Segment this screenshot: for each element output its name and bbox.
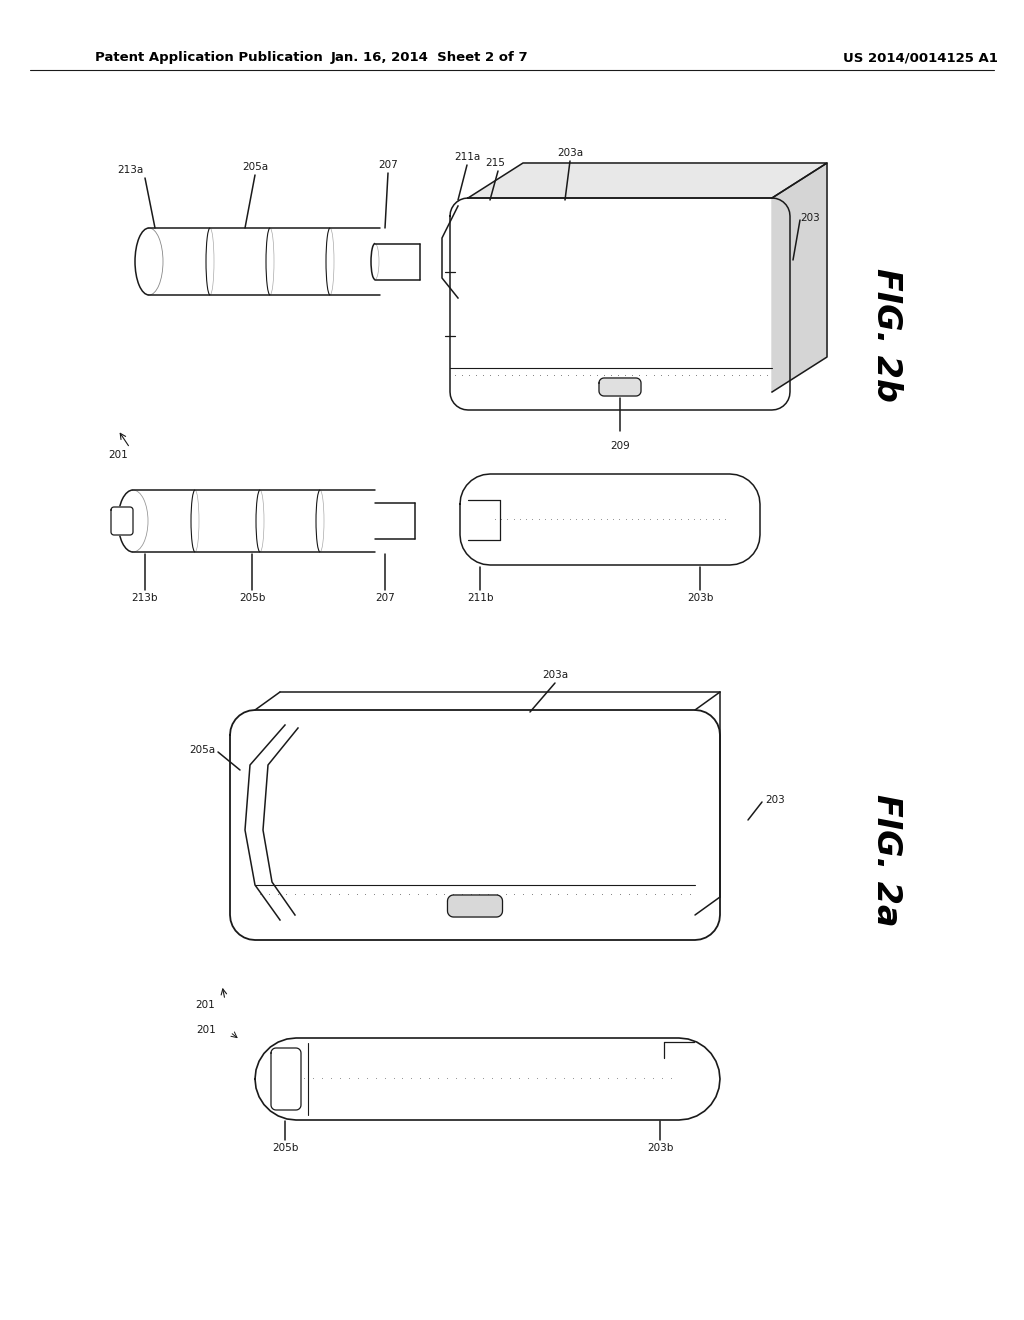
Text: 203: 203: [765, 795, 784, 805]
Text: 201: 201: [108, 450, 128, 459]
Text: 203: 203: [800, 213, 820, 223]
Polygon shape: [271, 1048, 301, 1110]
Text: Patent Application Publication: Patent Application Publication: [95, 51, 323, 65]
Text: 201: 201: [195, 1001, 215, 1010]
Text: 207: 207: [375, 593, 395, 603]
Text: 209: 209: [610, 441, 630, 451]
Text: 203a: 203a: [557, 148, 583, 158]
Polygon shape: [468, 162, 827, 198]
Text: Jan. 16, 2014  Sheet 2 of 7: Jan. 16, 2014 Sheet 2 of 7: [331, 51, 528, 65]
Polygon shape: [255, 1038, 720, 1119]
Text: 205a: 205a: [188, 744, 215, 755]
Text: 203b: 203b: [647, 1143, 673, 1152]
Polygon shape: [599, 378, 641, 396]
Polygon shape: [772, 162, 827, 392]
Polygon shape: [230, 710, 720, 940]
Text: 207: 207: [378, 160, 398, 170]
Text: 211a: 211a: [454, 152, 480, 162]
Polygon shape: [111, 507, 133, 535]
Text: 205a: 205a: [242, 162, 268, 172]
Polygon shape: [450, 198, 790, 411]
Text: 213a: 213a: [117, 165, 143, 176]
Text: 215: 215: [485, 158, 505, 168]
Polygon shape: [460, 474, 760, 565]
Text: 213b: 213b: [132, 593, 159, 603]
Text: 205b: 205b: [239, 593, 265, 603]
Text: FIG. 2a: FIG. 2a: [870, 793, 903, 927]
Text: US 2014/0014125 A1: US 2014/0014125 A1: [843, 51, 997, 65]
Text: 211b: 211b: [467, 593, 494, 603]
Text: 203b: 203b: [687, 593, 713, 603]
Text: 203a: 203a: [542, 671, 568, 680]
Text: FIG. 2b: FIG. 2b: [870, 268, 903, 401]
Text: 205b: 205b: [271, 1143, 298, 1152]
Text: 201: 201: [196, 1026, 216, 1035]
Polygon shape: [447, 895, 503, 917]
